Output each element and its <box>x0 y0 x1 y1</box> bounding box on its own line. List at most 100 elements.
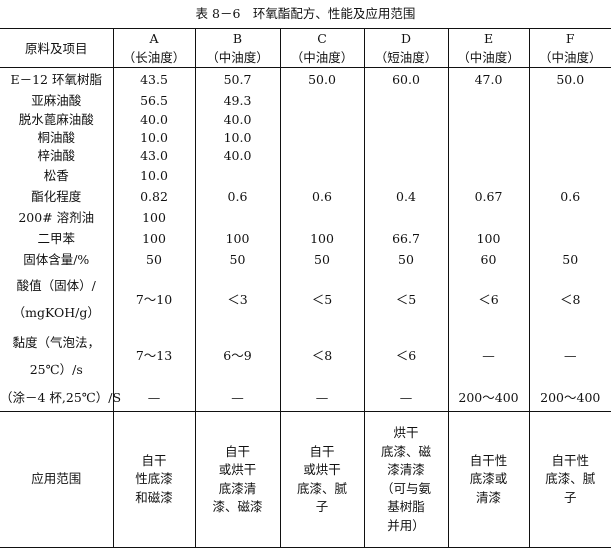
table-row: 酸值（固体）/ （mgKOH/g） 7～10 ＜3 ＜5 ＜5 ＜6 ＜8 <box>0 270 611 328</box>
row-label: 固体含量/% <box>23 252 90 267</box>
value-cell: 0.6 <box>279 186 364 207</box>
value-cell <box>528 206 611 228</box>
value-cell: 0.67 <box>447 186 529 207</box>
value-cell: — <box>447 327 529 384</box>
header-row: 原料及项目 A （长油度） B （中油度） C （中油度） D （短油度） E （中油度） F （中油度… <box>0 28 611 68</box>
row-label: 酸值（固体）/ （mgKOH/g） <box>12 278 100 320</box>
column-type: （中油度） <box>457 50 520 65</box>
table-row: 固体含量/% 50 50 50 50 60 50 <box>0 248 611 271</box>
value-cell <box>447 164 529 187</box>
row-label: 200# 溶剂油 <box>18 209 95 225</box>
value-cell: 43.0 <box>112 145 195 165</box>
value-cell: 100 <box>447 227 529 249</box>
header-cell: A （长油度） <box>112 28 195 68</box>
value-cell <box>447 109 529 129</box>
value-cell <box>528 128 611 146</box>
value-cell: ＜5 <box>279 270 364 328</box>
table-row: 酯化程度 0.82 0.6 0.6 0.4 0.67 0.6 <box>0 186 611 207</box>
table-row: 桐油酸 10.0 10.0 <box>0 128 611 146</box>
header-cell: B （中油度） <box>194 28 280 68</box>
value-cell: 0.6 <box>528 186 611 207</box>
row-label: 松香 <box>43 168 69 183</box>
value-cell: 100 <box>112 206 195 228</box>
row-label: 酯化程度 <box>31 189 82 204</box>
value-cell <box>279 90 364 110</box>
row-label: E－12 环氧树脂 <box>10 71 102 87</box>
column-code: A <box>149 31 159 46</box>
table-row: 脱水蓖麻油酸 40.0 40.0 <box>0 109 611 129</box>
value-cell: 100 <box>112 227 195 249</box>
table-row: 二甲苯 100 100 100 66.7 100 <box>0 227 611 249</box>
column-type: （短油度） <box>374 50 438 65</box>
application-cell: 自干性 底漆或 清漆 <box>447 411 529 548</box>
value-cell <box>528 109 611 129</box>
table-row: （涂－4 杯,25℃）/S — — — —200～400 200～400 <box>0 383 611 412</box>
value-cell <box>363 128 448 146</box>
value-cell: 56.5 <box>112 90 195 110</box>
value-cell: 66.7 <box>363 227 448 249</box>
value-cell: ＜6 <box>363 327 448 384</box>
row-label: 亚麻油酸 <box>31 92 82 108</box>
column-type: （中油度） <box>538 50 602 65</box>
table-row: 亚麻油酸 56.5 49.3 <box>0 90 611 110</box>
value-cell: ＜6 <box>447 270 529 328</box>
application-cell: 自干 或烘干 底漆清 漆、磁漆 <box>194 411 280 548</box>
value-cell <box>279 206 364 228</box>
column-code: C <box>317 31 327 46</box>
value-cell: 40.0 <box>194 145 280 165</box>
value-cell <box>528 227 611 249</box>
value-cell: 100 <box>279 227 364 249</box>
header-cell: C （中油度） <box>279 28 364 68</box>
value-cell: ＜8 <box>279 327 364 384</box>
value-cell: 50.0 <box>279 67 364 91</box>
application-row: 应用范围 自干 性底漆 和磁漆 自干 或烘干 底漆清 漆、磁漆 自干 或烘干 底漆、腻… <box>0 411 611 548</box>
value-cell: 50 <box>279 248 364 271</box>
application-cell: 自干 性底漆 和磁漆 <box>112 411 195 548</box>
value-cell <box>447 128 529 146</box>
header-first-cell: 原料及项目 <box>0 28 113 68</box>
value-cell <box>528 90 611 110</box>
table-row: 200# 溶剂油 100 <box>0 206 611 228</box>
value-cell: 49.3 <box>194 90 280 110</box>
value-cell <box>447 206 529 228</box>
value-cell: 40.0 <box>112 109 195 129</box>
value-cell <box>363 90 448 110</box>
value-cell: 50 <box>528 248 611 271</box>
value-cell: ＜3 <box>194 270 280 328</box>
value-cell: 40.0 <box>194 109 280 129</box>
value-cell: — <box>112 383 195 412</box>
value-cell: 0.82 <box>112 186 195 207</box>
value-cell <box>279 128 364 146</box>
value-cell <box>528 164 611 187</box>
value-cell: 200～400 <box>528 383 611 412</box>
table-title: 表 8－6 环氧酯配方、性能及应用范围 <box>195 6 416 21</box>
row-label: 黏度（气泡法， 25℃）/s <box>12 334 100 377</box>
application-cell: 烘干 底漆、磁 漆清漆 （可与氨 基树脂 并用） <box>363 411 448 548</box>
application-label: 应用范围 <box>0 411 113 548</box>
value-cell: 60 <box>447 248 529 271</box>
value-cell: 50 <box>194 248 280 271</box>
application-cell: 自干性 底漆、腻 子 <box>528 411 611 548</box>
value-cell: 200～400 <box>447 383 529 412</box>
value-cell: 50 <box>363 248 448 271</box>
value-cell: 50.7 <box>194 67 280 91</box>
row-label: 梓油酸 <box>37 147 75 163</box>
header-cell: D （短油度） <box>363 28 448 68</box>
application-cell: 自干 或烘干 底漆、腻 子 <box>279 411 364 548</box>
value-cell <box>194 164 280 187</box>
value-cell: 100 <box>194 227 280 249</box>
column-code: B <box>232 31 243 46</box>
formulation-table: 原料及项目 A （长油度） B （中油度） C （中油度） D （短油度） E （中油度） F （中油度… <box>0 28 611 548</box>
value-cell: 50 <box>112 248 195 271</box>
value-cell <box>363 164 448 187</box>
table-row: 黏度（气泡法， 25℃）/s 7～13 6～9 ＜8 ＜6— — <box>0 327 611 384</box>
value-cell: — <box>528 327 611 384</box>
column-code: D <box>400 31 412 46</box>
value-cell: 50.0 <box>528 67 611 91</box>
value-cell <box>447 90 529 110</box>
value-cell: 7～10 <box>112 270 195 328</box>
value-cell <box>279 145 364 165</box>
value-cell: 0.6 <box>194 186 280 207</box>
value-cell: 7～13 <box>112 327 195 384</box>
row-label: 脱水蓖麻油酸 <box>18 111 94 127</box>
